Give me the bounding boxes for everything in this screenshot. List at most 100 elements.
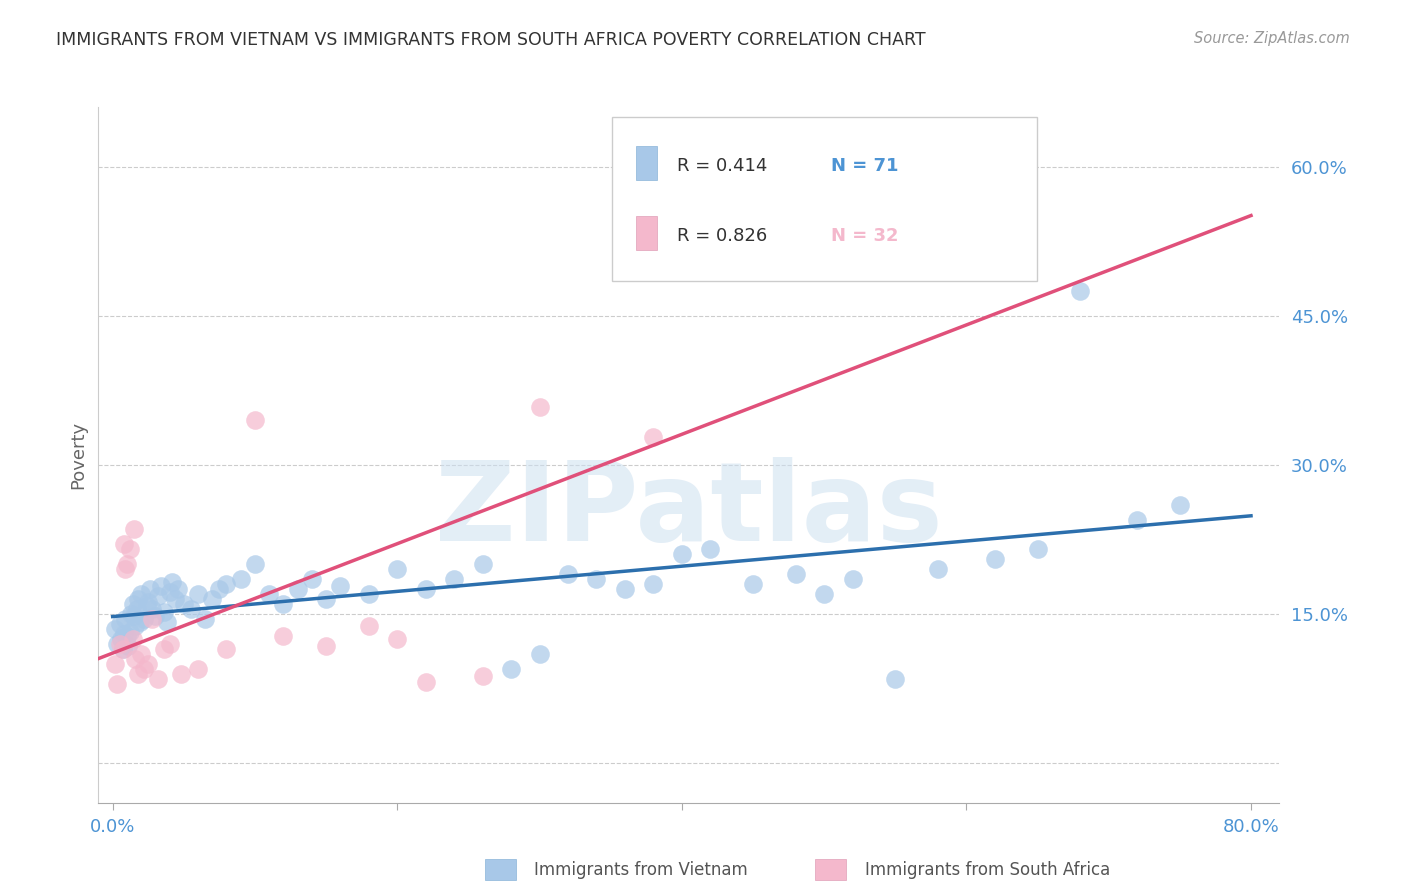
Point: [124, 619, 146, 633]
Point: [112, 627, 135, 641]
Point: [187, 662, 209, 676]
Text: Immigrants from Vietnam: Immigrants from Vietnam: [534, 861, 748, 879]
Point: [257, 587, 280, 601]
Text: ZIPatlas: ZIPatlas: [434, 457, 943, 564]
Point: [315, 639, 337, 653]
Point: [135, 599, 157, 613]
FancyBboxPatch shape: [612, 118, 1038, 281]
Point: [156, 615, 179, 629]
Point: [1126, 512, 1149, 526]
Point: [118, 624, 141, 639]
Point: [927, 562, 949, 576]
Point: [180, 602, 202, 616]
Point: [122, 609, 145, 624]
Point: [315, 592, 337, 607]
Point: [153, 641, 176, 656]
Point: [153, 605, 176, 619]
Point: [201, 592, 224, 607]
Point: [105, 637, 128, 651]
Point: [215, 577, 238, 591]
Point: [141, 612, 163, 626]
Text: R = 0.414: R = 0.414: [678, 157, 768, 175]
Point: [148, 589, 170, 603]
Point: [273, 629, 295, 643]
Point: [121, 632, 143, 646]
Point: [110, 632, 132, 646]
Text: N = 32: N = 32: [831, 227, 898, 244]
Point: [165, 592, 187, 607]
Text: N = 71: N = 71: [831, 157, 898, 175]
Point: [159, 585, 181, 599]
Point: [111, 641, 134, 656]
Point: [471, 558, 494, 572]
Point: [415, 582, 437, 596]
Point: [136, 595, 159, 609]
Point: [1168, 498, 1191, 512]
Point: [136, 657, 159, 671]
Point: [125, 602, 148, 616]
Text: IMMIGRANTS FROM VIETNAM VS IMMIGRANTS FROM SOUTH AFRICA POVERTY CORRELATION CHAR: IMMIGRANTS FROM VIETNAM VS IMMIGRANTS FR…: [56, 31, 927, 49]
Point: [785, 567, 807, 582]
Point: [357, 619, 380, 633]
Point: [884, 672, 907, 686]
Point: [301, 572, 323, 586]
Point: [443, 572, 465, 586]
Point: [167, 582, 190, 596]
Point: [114, 562, 136, 576]
Point: [471, 668, 494, 682]
Point: [104, 622, 127, 636]
Point: [111, 641, 134, 656]
Point: [671, 547, 693, 561]
Point: [143, 609, 166, 624]
Point: [841, 572, 863, 586]
Point: [329, 579, 352, 593]
Point: [813, 587, 835, 601]
Point: [613, 582, 636, 596]
Point: [127, 666, 149, 681]
Point: [104, 657, 127, 671]
Point: [128, 615, 150, 629]
Point: [387, 562, 409, 576]
Point: [229, 572, 252, 586]
Point: [159, 637, 181, 651]
Point: [129, 647, 152, 661]
Point: [138, 582, 160, 596]
Point: [585, 572, 607, 586]
Point: [112, 537, 135, 551]
Point: [643, 430, 665, 444]
Point: [243, 558, 266, 572]
Point: [243, 413, 266, 427]
Point: [150, 579, 173, 593]
Bar: [636, 216, 657, 250]
Point: [1069, 284, 1091, 298]
Point: [742, 577, 765, 591]
Point: [287, 582, 309, 596]
Point: [120, 607, 142, 621]
Point: [415, 674, 437, 689]
Point: [129, 587, 152, 601]
Point: [273, 597, 295, 611]
Point: [170, 666, 193, 681]
Point: [132, 662, 155, 676]
Point: [785, 204, 807, 219]
Text: R = 0.826: R = 0.826: [678, 227, 768, 244]
Text: Source: ZipAtlas.com: Source: ZipAtlas.com: [1194, 31, 1350, 46]
Point: [124, 651, 146, 665]
Point: [108, 616, 131, 631]
Point: [643, 577, 665, 591]
Point: [357, 587, 380, 601]
Point: [117, 639, 139, 653]
Point: [108, 637, 131, 651]
Point: [115, 629, 138, 643]
Point: [208, 582, 231, 596]
Point: [114, 612, 136, 626]
Point: [387, 632, 409, 646]
Point: [699, 542, 721, 557]
Text: Immigrants from South Africa: Immigrants from South Africa: [865, 861, 1109, 879]
Y-axis label: Poverty: Poverty: [69, 421, 87, 489]
Point: [122, 523, 145, 537]
Point: [215, 641, 238, 656]
Point: [115, 558, 138, 572]
Point: [984, 552, 1007, 566]
Point: [121, 597, 143, 611]
